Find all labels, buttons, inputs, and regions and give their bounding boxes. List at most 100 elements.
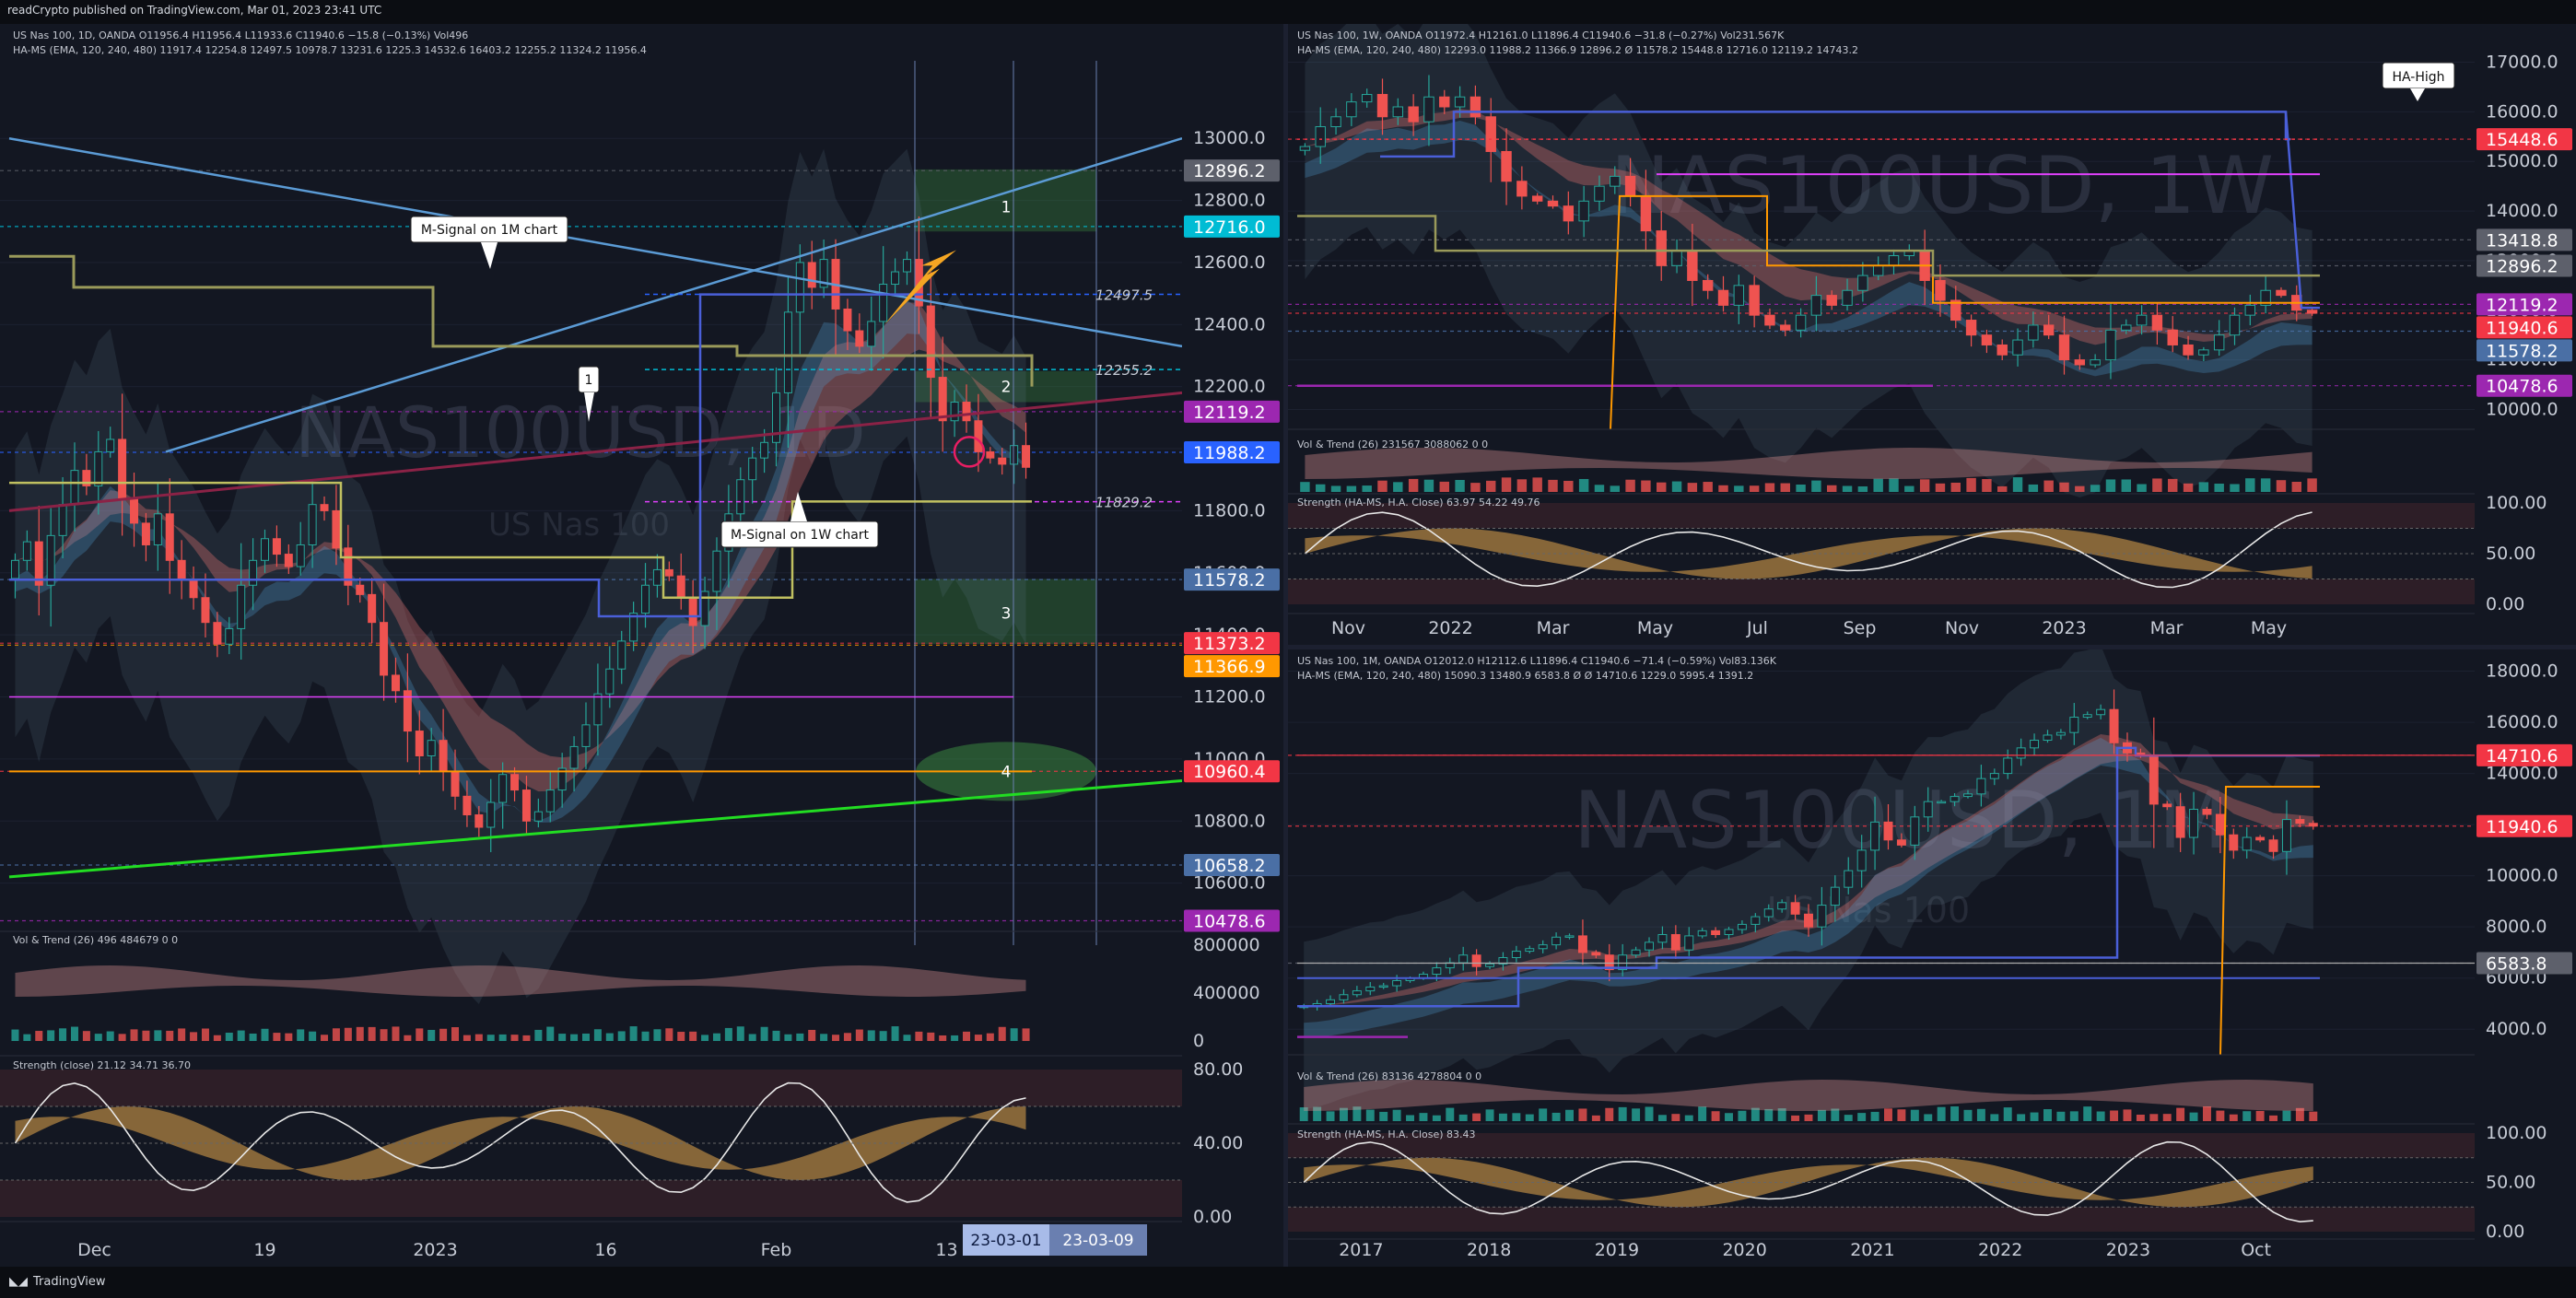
w-vol-bar: [2012, 477, 2023, 492]
w-candle: [1810, 295, 1822, 316]
w-candle: [2306, 310, 2318, 314]
d-candle: [106, 439, 115, 452]
d-candle: [34, 541, 43, 586]
w-vol-bar: [1811, 480, 1821, 492]
d-y-tick-label: 12400.0: [1193, 314, 1266, 334]
d-price-label-bg: [1184, 760, 1280, 783]
m-vol-bar: [2295, 1107, 2304, 1121]
m-price-label: 11940.6: [2486, 817, 2558, 837]
m-candle: [2162, 803, 2172, 808]
w-vol-bar: [1439, 481, 1449, 492]
w-vol-bar: [1764, 483, 1775, 492]
d-candle: [296, 544, 305, 567]
w-vol-bar: [1641, 480, 1651, 492]
m-candle: [1817, 905, 1827, 928]
d-strength-tick: 80.00: [1193, 1059, 1243, 1080]
w-vol-bar: [1657, 482, 1667, 492]
m-candle: [1352, 990, 1362, 996]
w-vol-bar: [1919, 479, 1930, 492]
w-x-tick-label: Jul: [1746, 618, 1768, 638]
m-vol-bar: [1684, 1115, 1693, 1121]
w-vol-bar: [1470, 483, 1481, 492]
w-candle: [1408, 106, 1419, 123]
d-vol-bar: [570, 1034, 579, 1041]
d-strength-high-zone: [0, 1070, 1182, 1106]
w-candle: [1485, 116, 1496, 152]
m-candle: [1724, 929, 1734, 936]
w-vol-bar: [1548, 479, 1558, 492]
weekly-ha-drop-line: [2284, 111, 2320, 310]
w-price-label-bg: [2476, 339, 2572, 362]
m-vol-bar: [2136, 1114, 2145, 1121]
m-vol-bar: [1392, 1109, 1401, 1121]
d-candle: [664, 568, 673, 577]
w-candle: [1857, 275, 1868, 291]
m-strength-low-zone: [1288, 1207, 2475, 1232]
m-price-label-bg: [2476, 952, 2572, 975]
d-vol-bar: [273, 1033, 281, 1041]
m-candle: [1471, 954, 1481, 967]
d-price-label: 10658.2: [1193, 856, 1266, 876]
m-candle: [1604, 954, 1614, 971]
daily-header-line2: HA-MS (EMA, 120, 240, 480) 11917.4 12254…: [13, 44, 647, 56]
weekly-chart-panel[interactable]: NAS100USD, 1W 1d 23h HA-High US Nas 100,…: [1288, 24, 2576, 645]
d-vol-bar: [641, 1031, 650, 1041]
m-x-tick-label: 2022: [1978, 1240, 2022, 1260]
d-candle: [308, 504, 317, 545]
m-strength-high-zone: [1288, 1133, 2475, 1158]
monthly-chart-panel[interactable]: NAS100USD, 1M US Nas 100 29d 22h US Nas …: [1288, 649, 2576, 1267]
d-vol-bar: [1010, 1028, 1018, 1041]
m-vol-bar: [1565, 1109, 1574, 1121]
w-candle: [1516, 181, 1528, 197]
w-candle: [1687, 250, 1698, 281]
w-candle: [1764, 314, 1775, 326]
m-vol-bar: [1379, 1111, 1388, 1121]
d-vol-bar: [927, 1032, 935, 1041]
w-vol-bar: [2291, 482, 2301, 492]
weekly-olive-m-signal: [1297, 215, 2320, 277]
d-candle: [260, 538, 270, 561]
d-vol-bar: [368, 1026, 376, 1041]
d-vol-bar: [142, 1030, 150, 1041]
w-vol-bar: [1796, 484, 1806, 492]
w-candle: [1547, 200, 1559, 207]
d-candle: [439, 740, 448, 772]
d-candle: [225, 627, 234, 645]
callout-m-signal-1m: M-Signal on 1M chart: [410, 216, 568, 269]
m-strength-tick: 100.00: [2486, 1123, 2547, 1143]
d-candle: [320, 504, 329, 511]
d-vol-bar: [94, 1034, 102, 1041]
d-vol-bar: [118, 1034, 126, 1041]
m-y-tick-label: 8000.0: [2486, 917, 2547, 937]
m-vol-bar: [1764, 1108, 1774, 1121]
w-vol-bar: [1857, 485, 1868, 492]
monthly-ha-ms-line: [1297, 746, 2320, 1008]
daily-level-label: 12255.2: [1095, 362, 1153, 379]
date-marker-text-2: 23-03-09: [1062, 1232, 1133, 1250]
w-price-label-bg: [2476, 254, 2572, 277]
m-candle: [2175, 806, 2185, 838]
date-marker-text: 23-03-01: [970, 1232, 1041, 1250]
daily-chart-panel[interactable]: NAS100USD, 1D US Nas 100 12497.5 12255.2 1…: [0, 24, 1283, 1267]
w-vol-bar: [2043, 480, 2054, 492]
m-vol-bar: [1963, 1109, 1973, 1121]
d-y-tick-label: 10600.0: [1193, 873, 1266, 894]
m-vol-bar: [1446, 1107, 1455, 1121]
d-candle: [962, 402, 971, 422]
d-candle: [807, 262, 816, 288]
w-price-label: 10478.6: [2486, 377, 2558, 397]
d-vol-bar: [321, 1035, 329, 1041]
w-candle: [1981, 334, 1993, 345]
d-vol-bar: [35, 1031, 43, 1041]
m-candle: [1684, 935, 1694, 951]
d-vol-bar: [154, 1030, 162, 1041]
m-vol-trend-band: [1304, 1080, 2313, 1111]
d-price-label: 10960.4: [1193, 762, 1266, 782]
w-vol-bar: [1873, 478, 1883, 492]
d-vol-bar: [653, 1029, 662, 1041]
w-vol-bar: [2168, 478, 2178, 492]
w-vol-bar: [1516, 479, 1528, 492]
panel-divider-vertical: [1283, 24, 1288, 1267]
d-vol-bar: [309, 1031, 317, 1041]
m-candle: [1432, 967, 1442, 976]
